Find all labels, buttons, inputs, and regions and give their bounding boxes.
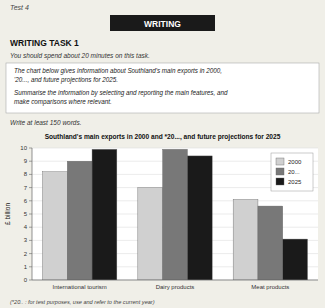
category-label: International tourism [52, 284, 106, 290]
tick-mark [29, 253, 32, 254]
category-label: Dairy products [156, 284, 195, 290]
tick-mark [29, 266, 32, 267]
tick-label: 2 [24, 251, 28, 257]
tick-label: 9 [24, 158, 28, 164]
category-label: Meat products [251, 284, 289, 290]
tick-mark [29, 200, 32, 201]
tick-mark [29, 161, 32, 162]
legend-swatch [276, 178, 284, 185]
tick-mark [29, 174, 32, 175]
text-line: make comparisons where relevant. [14, 98, 112, 106]
bar [67, 161, 92, 280]
legend-frame [271, 153, 313, 191]
bar [163, 149, 188, 280]
background [0, 0, 325, 308]
footnote: (*20.. : for test purposes, use and refe… [10, 299, 155, 305]
bar [187, 156, 212, 280]
tick-label: 0 [24, 277, 28, 283]
text-line: '20..., and future projections for 2025. [14, 76, 118, 84]
instruction-box [6, 63, 319, 113]
bar [42, 172, 67, 280]
box-text: Summarise the information by selecting a… [14, 89, 228, 106]
box-text: The chart below gives information about … [14, 67, 222, 84]
text-line: The chart below gives information about … [14, 67, 222, 75]
grid-line [32, 148, 318, 149]
legend: 2000 20... 2025 [271, 153, 313, 191]
tick-label: 8 [24, 171, 28, 177]
legend-label: 20... [288, 169, 300, 175]
header-box [110, 15, 215, 31]
bar [283, 239, 308, 280]
tick-mark [29, 187, 32, 188]
x-axis [32, 280, 318, 281]
grid-line [32, 280, 318, 281]
bar [233, 199, 258, 280]
chart-title: Southland's main exports in 2000 and *20… [45, 133, 281, 141]
instruction: You should spend about 20 minutes on thi… [10, 52, 150, 60]
task-label: WRITING TASK 1 [10, 38, 79, 48]
tick-label: 7 [24, 185, 28, 191]
tick-mark [29, 214, 32, 215]
y-axis-label: £ billion [4, 203, 11, 225]
test-label: Test 4 [10, 4, 29, 11]
plot-area [32, 148, 318, 280]
word-count: Write at least 150 words. [10, 119, 82, 126]
tick-mark [29, 240, 32, 241]
page: Test 4 WRITING WRITING TASK 1 You should sp… [0, 0, 325, 308]
tick-mark [29, 148, 32, 149]
legend-label: 2025 [288, 179, 302, 185]
tick-label: 5 [24, 211, 28, 217]
y-axis [32, 148, 33, 280]
text-line: Summarise the information by selecting a… [14, 89, 228, 97]
tick-label: 3 [24, 237, 28, 243]
tick-label: 6 [24, 198, 28, 204]
legend-label: 2000 [288, 159, 302, 165]
header-label: WRITING [144, 19, 181, 29]
tick-label: 4 [24, 224, 28, 230]
tick-label: 1 [24, 264, 28, 270]
bar [92, 149, 117, 280]
tick-mark [29, 227, 32, 228]
legend-swatch [276, 168, 284, 175]
bar [258, 206, 283, 280]
tick-label: 10 [20, 145, 27, 151]
legend-swatch [276, 158, 284, 165]
bar [138, 188, 163, 280]
bars [42, 149, 307, 280]
tick-mark [29, 280, 32, 281]
